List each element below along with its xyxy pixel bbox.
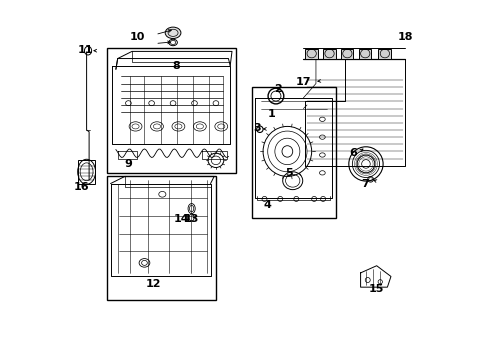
Bar	[378, 49, 390, 59]
Text: 15: 15	[368, 284, 384, 294]
Text: 3: 3	[253, 123, 260, 133]
Text: 7: 7	[361, 179, 368, 189]
Bar	[323, 49, 335, 59]
Bar	[107, 48, 235, 173]
Text: 4: 4	[263, 200, 271, 210]
Text: 11: 11	[78, 45, 93, 55]
Ellipse shape	[165, 27, 181, 39]
Text: 12: 12	[145, 279, 161, 289]
Text: 1: 1	[267, 109, 275, 119]
Bar	[251, 87, 335, 217]
Text: 13: 13	[183, 214, 198, 224]
Text: 16: 16	[74, 182, 90, 192]
Text: 2: 2	[274, 84, 282, 94]
Bar	[358, 49, 370, 59]
Bar	[78, 160, 95, 184]
Text: 18: 18	[397, 32, 412, 42]
Text: 17: 17	[295, 77, 310, 87]
Text: 8: 8	[172, 61, 180, 71]
Text: 10: 10	[129, 32, 145, 42]
Text: 5: 5	[285, 168, 292, 178]
Text: 14: 14	[174, 214, 189, 224]
Text: 6: 6	[349, 148, 357, 158]
Text: 9: 9	[124, 159, 132, 169]
Bar	[305, 49, 317, 59]
Bar	[340, 49, 353, 59]
Bar	[107, 176, 216, 300]
